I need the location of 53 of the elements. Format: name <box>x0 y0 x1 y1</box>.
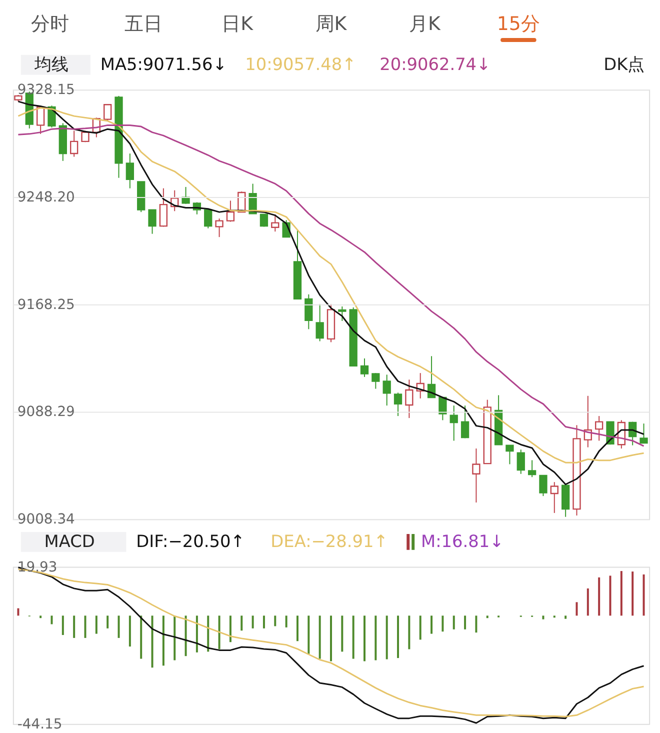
candlestick <box>528 460 536 478</box>
candlestick <box>516 449 525 474</box>
candlestick <box>595 416 604 442</box>
text: 分时 <box>30 13 69 36</box>
candlestick <box>640 423 648 444</box>
candlestick <box>226 200 235 222</box>
candlestick <box>304 294 313 330</box>
text: 均线 <box>34 54 69 74</box>
text: 月K <box>409 13 442 36</box>
y-tick-label: -44.15 <box>17 716 62 732</box>
y-tick-label: 9248.20 <box>17 190 75 206</box>
text: 日K <box>222 13 254 36</box>
text: DIF:−20.50↑ <box>136 530 245 551</box>
y-tick-label: 9168.25 <box>17 296 75 313</box>
candlestick <box>148 209 156 234</box>
candlestick <box>382 374 391 406</box>
candlestick <box>316 304 324 342</box>
text: 20:9062.74↓ <box>380 54 491 74</box>
candlestick <box>360 358 369 378</box>
legend-label: M:16.81↓ <box>421 530 504 551</box>
candlestick <box>472 448 480 503</box>
text: 周K <box>315 13 348 36</box>
candlestick <box>450 405 458 442</box>
y-tick-label: 9328.15 <box>17 82 75 98</box>
text: MACD <box>44 530 95 551</box>
candlestick <box>506 444 514 465</box>
text: DEA:−28.91↑ <box>270 530 388 551</box>
candlestick <box>338 306 346 322</box>
candlestick <box>159 188 168 228</box>
candlestick <box>260 214 268 228</box>
candlestick <box>126 153 134 189</box>
text: 15分 <box>496 13 540 36</box>
text: 10:9057.48↑ <box>245 54 356 74</box>
candlestick <box>248 183 257 214</box>
candlestick <box>372 372 380 390</box>
candlestick <box>70 130 78 158</box>
candlestick <box>104 104 112 122</box>
y-tick-label: 9088.29 <box>17 404 75 420</box>
candlestick <box>405 379 414 419</box>
candlestick <box>539 474 548 497</box>
candlestick <box>561 484 570 518</box>
candlestick <box>550 482 558 514</box>
text: DK点 <box>604 54 645 74</box>
y-tick-label: 19.93 <box>17 559 58 576</box>
text: 五日 <box>124 13 163 36</box>
candlestick <box>215 218 224 238</box>
candlestick <box>460 405 470 439</box>
candlestick <box>204 209 212 229</box>
candlestick <box>182 186 190 204</box>
candlestick <box>271 214 280 232</box>
candlestick <box>394 392 402 417</box>
y-tick-label: 9008.34 <box>17 512 76 528</box>
text: MA5:9071.56↓ <box>100 54 227 74</box>
